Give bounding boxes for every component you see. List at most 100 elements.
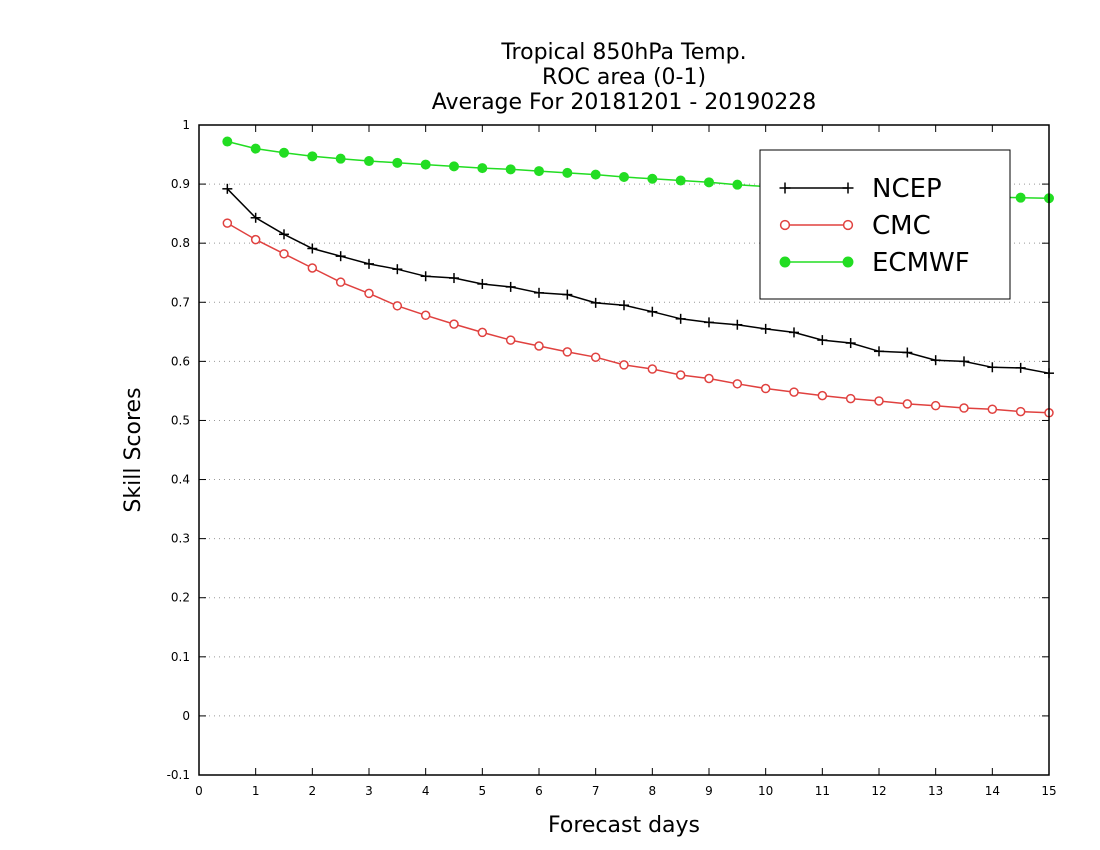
data-point-cmc [760,383,771,394]
data-point-ncep [335,251,346,262]
legend: NCEP CMC ECMWF [759,149,1011,300]
x-tick-label: 7 [592,784,600,798]
legend-item-ecmwf: ECMWF [779,248,970,278]
legend-swatch-marker [842,182,854,194]
data-point-ncep [902,347,913,358]
y-tick-label: 0.8 [171,236,190,250]
x-tick-label: 15 [1041,784,1056,798]
data-point-ncep [789,327,799,338]
x-axis-ticks: 0 1 2 3 4 5 6 7 8 9 10 11 12 13 14 15 [195,125,1057,798]
data-point-cmc [364,288,374,299]
legend-item-ncep: NCEP [779,174,942,204]
data-point-ecmwf [675,175,686,186]
data-point-cmc [874,396,884,406]
series-cmc [222,218,1054,418]
legend-swatch-marker [779,219,791,231]
data-point-ncep [845,338,856,349]
legend-swatch-marker [842,256,854,268]
data-point-ncep [477,278,488,289]
data-point-ecmwf [619,172,629,182]
chart-title-line-1: Tropical 850hPa Temp. [500,40,746,65]
x-tick-label: 5 [479,784,487,798]
data-point-cmc [959,403,969,413]
legend-items: NCEP CMC ECMWF [779,174,970,278]
data-point-ecmwf [647,173,658,184]
data-point-cmc [307,263,318,273]
x-tick-label: 3 [365,784,373,798]
data-point-cmc [817,390,828,401]
y-tick-label: 0.6 [171,354,190,368]
data-point-ecmwf [449,161,459,172]
data-point-cmc [704,373,714,384]
data-point-cmc [619,360,629,370]
y-tick-label: -0.1 [167,768,190,782]
y-tick-label: 0.4 [171,473,190,487]
data-point-ncep [760,323,771,334]
x-tick-label: 0 [195,784,203,798]
y-tick-label: 0.7 [171,295,190,309]
data-point-cmc [675,370,686,380]
data-point-cmc [250,234,261,245]
data-point-cmc [392,301,403,311]
x-tick-label: 11 [815,784,830,798]
data-point-cmc [477,327,488,338]
data-point-ncep [874,346,884,357]
data-point-ecmwf [364,156,374,167]
data-point-ncep [930,355,941,366]
y-tick-label: 0.9 [171,177,190,191]
x-tick-label: 12 [871,784,886,798]
data-point-cmc [222,218,233,228]
data-point-ncep [534,287,544,298]
data-point-ecmwf [732,179,743,190]
data-point-cmc [1015,406,1026,417]
legend-item-cmc: CMC [779,211,931,241]
data-point-ncep [987,362,998,373]
legend-label-cmc: CMC [872,211,931,241]
x-tick-label: 9 [705,784,713,798]
data-point-cmc [647,364,658,374]
data-point-cmc [449,319,459,329]
data-point-ecmwf [505,164,516,175]
x-tick-label: 1 [252,784,260,798]
data-point-ncep [449,273,459,284]
data-point-ncep [420,271,431,282]
data-point-ncep [590,297,601,308]
data-point-ecmwf [307,151,318,162]
data-point-ncep [675,313,686,324]
legend-label-ecmwf: ECMWF [872,248,970,278]
series-ncep [222,183,1054,379]
legend-label-ncep: NCEP [872,174,942,204]
data-point-ncep [562,289,573,300]
data-point-ecmwf [420,159,431,170]
legend-swatch-marker [842,219,854,231]
data-point-ecmwf [279,147,289,158]
data-point-cmc [279,249,289,259]
data-point-ncep [392,264,403,275]
y-axis-ticks: -0.1 0 0.1 0.2 0.3 0.4 0.5 0.6 0.7 0.8 0.9 1 [167,118,1049,782]
y-tick-label: 0.1 [171,650,190,664]
legend-swatch-marker [779,256,791,268]
chart-title-line-2: ROC area (0-1) [542,65,706,90]
data-point-ncep [732,319,743,330]
data-point-ncep [364,258,374,269]
x-tick-label: 10 [758,784,773,798]
data-point-ecmwf [590,169,601,180]
data-point-cmc [534,341,544,351]
data-point-ecmwf [250,143,261,154]
data-point-ecmwf [562,167,573,178]
data-point-ncep [505,281,516,292]
data-point-cmc [987,404,998,414]
x-tick-label: 4 [422,784,430,798]
data-point-ncep [959,356,969,367]
y-axis-label: Skill Scores [121,387,146,512]
data-point-ncep [1015,362,1026,373]
data-point-ncep [619,300,629,311]
y-tick-label: 0.3 [171,532,190,546]
legend-swatch-marker [779,182,791,194]
data-point-ncep [647,306,658,317]
data-point-ecmwf [534,166,544,177]
data-point-ecmwf [392,157,403,168]
data-point-cmc [732,379,743,389]
plot-frame [198,124,1050,776]
data-point-cmc [902,399,913,409]
